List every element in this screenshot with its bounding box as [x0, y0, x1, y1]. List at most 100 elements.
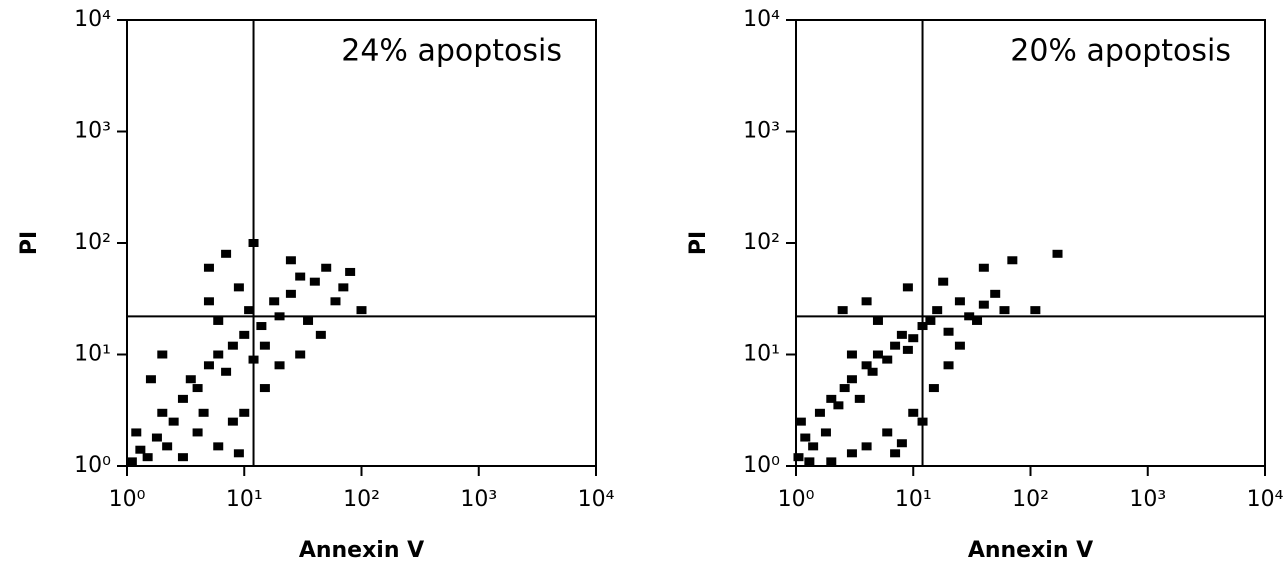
y-tick-label: 10³	[743, 119, 780, 144]
point	[345, 267, 356, 276]
point	[192, 384, 203, 393]
point	[808, 442, 819, 451]
point	[244, 306, 255, 315]
point	[239, 408, 250, 417]
point	[943, 327, 954, 336]
point	[256, 322, 267, 331]
y-tick-label: 10⁰	[74, 453, 111, 478]
point	[800, 433, 811, 442]
point	[177, 453, 188, 462]
x-tick-label: 10⁴	[578, 487, 615, 512]
point	[902, 345, 913, 354]
annotation: 24% apoptosis	[341, 34, 562, 69]
point	[978, 263, 989, 272]
point	[990, 289, 1001, 298]
point	[938, 277, 949, 286]
point	[846, 350, 857, 359]
point	[168, 417, 179, 426]
point	[861, 442, 872, 451]
point	[846, 375, 857, 384]
point	[356, 306, 367, 315]
point	[221, 249, 232, 258]
y-tick-label: 10⁴	[74, 7, 111, 32]
point	[902, 283, 913, 292]
point	[978, 300, 989, 309]
point	[315, 330, 326, 339]
point	[303, 316, 314, 325]
point	[285, 289, 296, 298]
y-axis-label: PI	[17, 231, 42, 255]
point	[162, 442, 173, 451]
point	[269, 297, 280, 306]
point	[338, 283, 349, 292]
point	[295, 350, 306, 359]
point	[213, 442, 224, 451]
y-tick-label: 10¹	[74, 342, 111, 367]
point	[872, 316, 883, 325]
point	[233, 449, 244, 458]
y-tick-label: 10¹	[743, 342, 780, 367]
point	[925, 316, 936, 325]
point	[896, 330, 907, 339]
point	[839, 384, 850, 393]
point	[908, 408, 919, 417]
annotation: 20% apoptosis	[1010, 34, 1231, 69]
point	[142, 453, 153, 462]
x-tick-label: 10¹	[895, 487, 932, 512]
point	[846, 449, 857, 458]
point	[131, 428, 142, 437]
y-tick-label: 10³	[74, 119, 111, 144]
point	[872, 350, 883, 359]
point	[804, 457, 815, 466]
point	[972, 316, 983, 325]
point	[954, 297, 965, 306]
point	[826, 394, 837, 403]
point	[227, 417, 238, 426]
y-tick-label: 10²	[743, 230, 780, 255]
point	[135, 445, 146, 454]
x-tick-label: 10³	[460, 487, 497, 512]
point	[896, 439, 907, 448]
point	[826, 457, 837, 466]
point	[285, 256, 296, 265]
point	[999, 306, 1010, 315]
point	[239, 330, 250, 339]
point	[867, 367, 878, 376]
point	[795, 417, 806, 426]
point	[203, 361, 214, 370]
point	[1052, 249, 1063, 258]
point	[928, 384, 939, 393]
point	[295, 272, 306, 281]
point	[145, 375, 156, 384]
point	[833, 401, 844, 410]
point	[185, 375, 196, 384]
point	[233, 283, 244, 292]
x-tick-label: 10³	[1129, 487, 1166, 512]
point	[882, 428, 893, 437]
point	[309, 277, 320, 286]
point	[854, 394, 865, 403]
x-tick-label: 10²	[343, 487, 380, 512]
x-tick-label: 10⁴	[1247, 487, 1284, 512]
point	[151, 433, 162, 442]
point	[890, 341, 901, 350]
point	[908, 334, 919, 343]
point	[890, 449, 901, 458]
point	[274, 361, 285, 370]
point	[321, 263, 332, 272]
point	[1030, 306, 1041, 315]
x-axis-label: Annexin V	[968, 538, 1093, 563]
point	[943, 361, 954, 370]
point	[203, 297, 214, 306]
point	[882, 355, 893, 364]
point	[820, 428, 831, 437]
y-tick-label: 10⁰	[743, 453, 780, 478]
point	[814, 408, 825, 417]
point	[861, 361, 872, 370]
point	[213, 350, 224, 359]
x-tick-label: 10⁰	[778, 487, 815, 512]
point	[1007, 256, 1018, 265]
point	[954, 341, 965, 350]
point	[259, 341, 270, 350]
